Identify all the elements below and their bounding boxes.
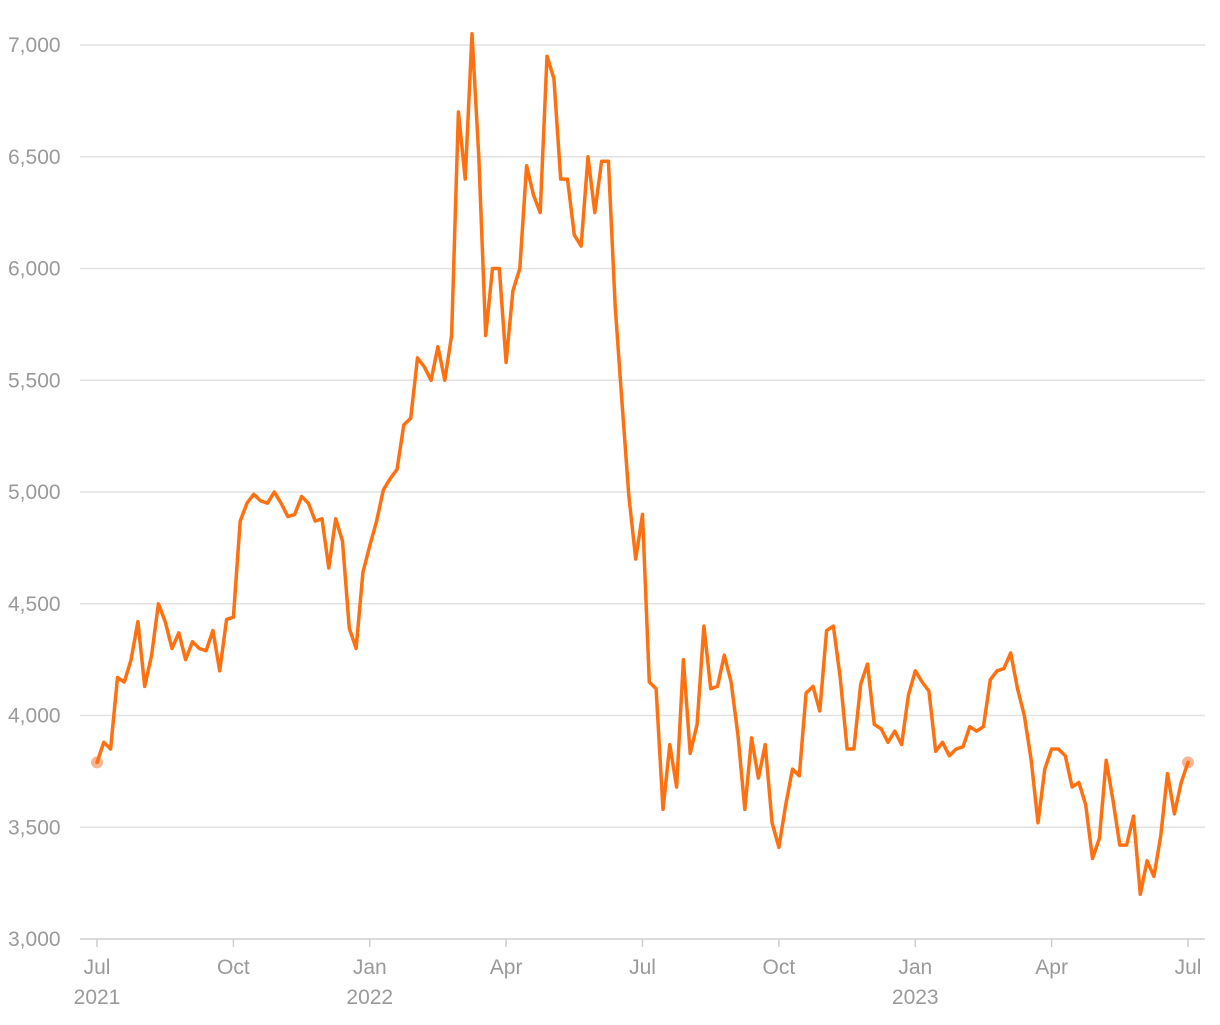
x-tick-label: Jan	[898, 956, 932, 979]
x-year-label: 2021	[74, 986, 121, 1009]
y-tick-label: 4,000	[8, 705, 61, 728]
y-tick-label: 5,500	[8, 369, 61, 392]
y-tick-label: 3,000	[8, 928, 61, 951]
y-tick-label: 3,500	[8, 816, 61, 839]
x-tick-label: Jan	[353, 956, 387, 979]
x-tick-label: Oct	[763, 956, 796, 979]
y-tick-label: 7,000	[8, 34, 61, 57]
x-tick-label: Jul	[1175, 956, 1202, 979]
x-tick-label: Jul	[84, 956, 111, 979]
y-tick-label: 6,000	[8, 258, 61, 281]
x-tick-label: Apr	[1035, 956, 1068, 979]
x-tick-label: Apr	[490, 956, 523, 979]
x-tick-label: Jul	[629, 956, 656, 979]
price-line	[95, 32, 1190, 897]
y-tick-label: 4,500	[8, 593, 61, 616]
x-year-label: 2023	[892, 986, 939, 1009]
y-tick-label: 5,000	[8, 481, 61, 504]
x-tick-label: Oct	[217, 956, 250, 979]
x-year-label: 2022	[346, 986, 393, 1009]
y-tick-label: 6,500	[8, 146, 61, 169]
